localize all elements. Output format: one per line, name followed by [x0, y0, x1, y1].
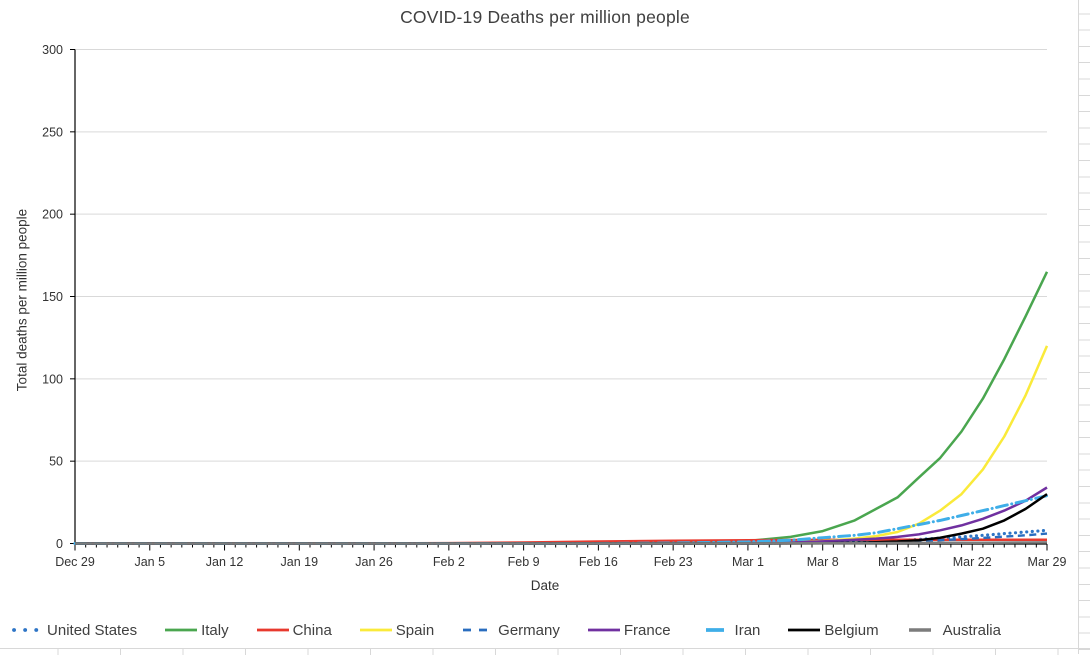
svg-text:Dec 29: Dec 29 — [55, 555, 95, 569]
legend-label: Germany — [498, 621, 560, 639]
svg-text:Feb 9: Feb 9 — [508, 555, 540, 569]
plot-area: 0 50 100 150 200 250 300 Dec 29 Jan 5 Jan 12 Jan 1… — [42, 43, 1067, 569]
legend-marker-line — [788, 628, 821, 632]
legend-label: France — [623, 621, 671, 639]
legend-marker-dash2 — [463, 628, 490, 632]
svg-text:300: 300 — [42, 43, 63, 57]
series-line-germany — [75, 532, 1048, 545]
svg-text:Feb 23: Feb 23 — [654, 555, 693, 569]
svg-text:250: 250 — [42, 125, 63, 139]
svg-text:100: 100 — [42, 372, 63, 386]
chart-title: COVID-19 Deaths per million people — [400, 7, 690, 27]
legend-item-france: France — [586, 622, 671, 639]
legend-item-belgium: Belgium — [786, 621, 879, 639]
legend-item-spain: Spain — [358, 622, 434, 639]
svg-text:Jan 12: Jan 12 — [206, 555, 244, 569]
spreadsheet-columns-edge[interactable] — [0, 648, 1090, 655]
series-line-france — [75, 486, 1048, 545]
legend-item-italy: Italy — [163, 622, 229, 639]
svg-text:Feb 2: Feb 2 — [433, 555, 465, 569]
legend-label: United States — [47, 621, 138, 639]
svg-text:Jan 19: Jan 19 — [281, 555, 319, 569]
series-line-italy — [75, 271, 1049, 545]
svg-text:Mar 15: Mar 15 — [878, 555, 917, 569]
legend-label: China — [292, 621, 332, 639]
svg-text:200: 200 — [42, 208, 63, 222]
svg-text:50: 50 — [49, 455, 63, 469]
legend-label: Italy — [201, 621, 229, 639]
series-line-australia — [75, 541, 1048, 545]
legend-item-australia: Australia — [905, 622, 1001, 639]
legend-marker-line — [587, 628, 620, 632]
legend-label: Iran — [734, 621, 761, 639]
legend-marker-line — [359, 628, 392, 632]
svg-text:Mar 29: Mar 29 — [1028, 555, 1067, 569]
svg-text:0: 0 — [56, 537, 63, 551]
svg-text:Mar 8: Mar 8 — [807, 555, 839, 569]
legend-marker-line — [256, 628, 289, 632]
legend-item-united-states: United States — [9, 622, 137, 639]
series-line-spain — [75, 345, 1049, 545]
x-axis-title: Date — [530, 578, 560, 593]
legend-item-iran: Iran — [697, 621, 761, 639]
svg-text:Mar 22: Mar 22 — [953, 555, 992, 569]
svg-text:Jan 26: Jan 26 — [355, 555, 393, 569]
svg-text:150: 150 — [42, 290, 63, 304]
legend-marker-shortdash — [705, 628, 724, 632]
legend-marker-line — [165, 628, 198, 632]
svg-text:Jan 5: Jan 5 — [134, 555, 165, 569]
legend-label: Australia — [942, 621, 1001, 639]
svg-text:Feb 16: Feb 16 — [579, 555, 618, 569]
legend-marker-dots — [12, 628, 40, 632]
legend-marker-shortline — [908, 628, 931, 632]
legend-label: Spain — [395, 621, 435, 639]
legend-label: Belgium — [824, 621, 879, 639]
legend-item-china: China — [255, 622, 332, 639]
spreadsheet-rows-edge[interactable] — [1078, 0, 1090, 654]
chart-legend[interactable]: United States Italy China Spain Germany Franc… — [0, 615, 1010, 645]
legend-item-germany: Germany — [460, 622, 560, 639]
svg-text:Mar 1: Mar 1 — [732, 555, 764, 569]
